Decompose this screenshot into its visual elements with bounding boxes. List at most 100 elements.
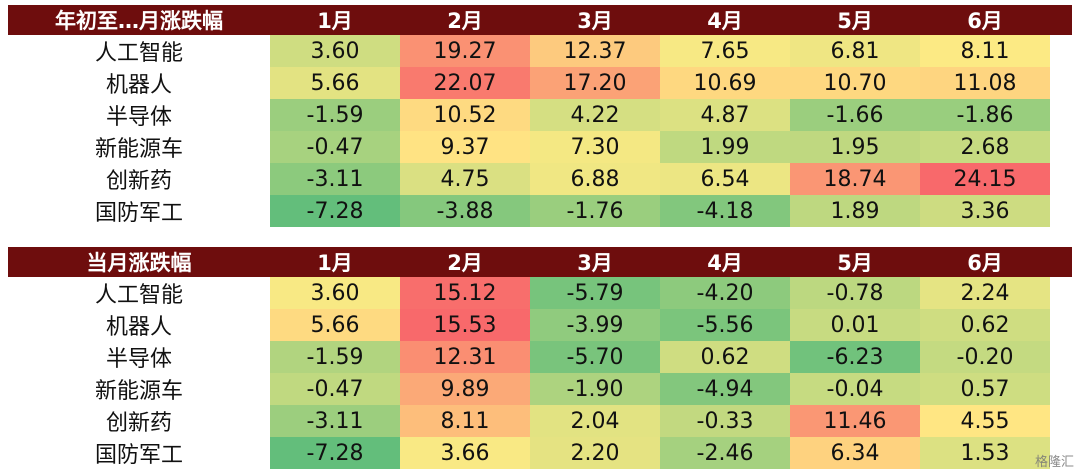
table-row: 创新药 -3.11 4.75 6.88 6.54 18.74 24.15 [8, 163, 1072, 195]
heatmap-cell: -4.94 [660, 373, 790, 405]
heatmap-cell: 15.12 [400, 277, 530, 309]
heatmap-cell: 5.66 [270, 309, 400, 341]
heatmap-cell: 4.87 [660, 99, 790, 131]
heatmap-cell: 2.24 [920, 277, 1050, 309]
heatmap-cell: -0.47 [270, 131, 400, 163]
heatmap-cell: 7.30 [530, 131, 660, 163]
column-header: 1月 [317, 9, 353, 33]
column-header: 6月 [967, 9, 1003, 33]
row-label: 半导体 [8, 99, 270, 131]
heatmap-cell: -3.99 [530, 309, 660, 341]
heatmap-cell: 10.70 [790, 67, 920, 99]
heatmap-cell: 1.53 [920, 437, 1050, 469]
table-header: 当月涨跌幅 1月 2月 3月 4月 5月 6月 [8, 247, 1072, 277]
column-header: 1月 [317, 251, 353, 275]
heatmap-cell: 1.95 [790, 131, 920, 163]
heatmap-cell: 5.66 [270, 67, 400, 99]
heatmap-cell: -5.79 [530, 277, 660, 309]
table-title: 当月涨跌幅 [86, 251, 192, 275]
table-row: 人工智能 3.60 19.27 12.37 7.65 6.81 8.11 [8, 35, 1072, 67]
heatmap-cell: 2.20 [530, 437, 660, 469]
heatmap-cell: 17.20 [530, 67, 660, 99]
heatmap-cell: -3.11 [270, 405, 400, 437]
heatmap-cell: 0.01 [790, 309, 920, 341]
heatmap-cell: -0.20 [920, 341, 1050, 373]
heatmap-cell: 10.52 [400, 99, 530, 131]
table-row: 机器人 5.66 15.53 -3.99 -5.56 0.01 0.62 [8, 309, 1072, 341]
heatmap-cell: 12.37 [530, 35, 660, 67]
column-header: 4月 [707, 251, 743, 275]
row-label: 人工智能 [8, 35, 270, 67]
heatmap-cell: 22.07 [400, 67, 530, 99]
heatmap-cell: -7.28 [270, 437, 400, 469]
heatmap-cell: 0.62 [660, 341, 790, 373]
heatmap-cell: -1.59 [270, 99, 400, 131]
watermark-logo: 格隆汇 [1034, 455, 1074, 470]
heatmap-cell: 4.22 [530, 99, 660, 131]
row-label: 新能源车 [8, 373, 270, 405]
heatmap-cell: -6.23 [790, 341, 920, 373]
heatmap-cell: -0.33 [660, 405, 790, 437]
table-header: 年初至…月涨跌幅 1月 2月 3月 4月 5月 6月 [8, 5, 1072, 35]
heatmap-cell: 6.88 [530, 163, 660, 195]
heatmap-cell: -3.11 [270, 163, 400, 195]
column-header: 5月 [837, 251, 873, 275]
table-row: 新能源车 -0.47 9.89 -1.90 -4.94 -0.04 0.57 [8, 373, 1072, 405]
heatmap-cell: -4.20 [660, 277, 790, 309]
heatmap-cell: 8.11 [400, 405, 530, 437]
heatmap-cell: 24.15 [920, 163, 1050, 195]
table-row: 新能源车 -0.47 9.37 7.30 1.99 1.95 2.68 [8, 131, 1072, 163]
heatmap-cell: 10.69 [660, 67, 790, 99]
heatmap-cell: 4.55 [920, 405, 1050, 437]
column-header: 4月 [707, 9, 743, 33]
column-header: 3月 [577, 251, 613, 275]
heatmap-cell: 3.60 [270, 277, 400, 309]
heatmap-cell: 6.81 [790, 35, 920, 67]
column-header: 3月 [577, 9, 613, 33]
ytd-change-table: 年初至…月涨跌幅 1月 2月 3月 4月 5月 6月 人工智能 3.60 19.27 12.37 7.… [8, 5, 1072, 227]
row-label: 创新药 [8, 163, 270, 195]
heatmap-cell: 3.60 [270, 35, 400, 67]
heatmap-cell: 8.11 [920, 35, 1050, 67]
table-row: 半导体 -1.59 12.31 -5.70 0.62 -6.23 -0.20 [8, 341, 1072, 373]
heatmap-cell: 6.34 [790, 437, 920, 469]
heatmap-cell: -4.18 [660, 195, 790, 227]
table-title: 年初至…月涨跌幅 [55, 9, 223, 33]
heatmap-cell: -7.28 [270, 195, 400, 227]
column-header: 6月 [967, 251, 1003, 275]
row-label: 半导体 [8, 341, 270, 373]
heatmap-cell: -5.56 [660, 309, 790, 341]
heatmap-cell: -1.86 [920, 99, 1050, 131]
row-label: 创新药 [8, 405, 270, 437]
heatmap-cell: -0.04 [790, 373, 920, 405]
row-label: 新能源车 [8, 131, 270, 163]
heatmap-cell: 12.31 [400, 341, 530, 373]
table-row: 半导体 -1.59 10.52 4.22 4.87 -1.66 -1.86 [8, 99, 1072, 131]
monthly-change-table: 当月涨跌幅 1月 2月 3月 4月 5月 6月 人工智能 3.60 15.12 -5.79 -4.20… [8, 247, 1072, 469]
heatmap-cell: 0.62 [920, 309, 1050, 341]
heatmap-cell: 1.99 [660, 131, 790, 163]
heatmap-cell: 2.68 [920, 131, 1050, 163]
heatmap-cell: 18.74 [790, 163, 920, 195]
heatmap-cell: 3.66 [400, 437, 530, 469]
heatmap-cell: 11.08 [920, 67, 1050, 99]
heatmap-cell: 19.27 [400, 35, 530, 67]
row-label: 人工智能 [8, 277, 270, 309]
heatmap-cell: -1.66 [790, 99, 920, 131]
heatmap-cell: -0.47 [270, 373, 400, 405]
heatmap-cell: 1.89 [790, 195, 920, 227]
heatmap-cell: 6.54 [660, 163, 790, 195]
column-header: 2月 [447, 9, 483, 33]
heatmap-cell: -1.76 [530, 195, 660, 227]
heatmap-cell: 7.65 [660, 35, 790, 67]
table-row: 人工智能 3.60 15.12 -5.79 -4.20 -0.78 2.24 [8, 277, 1072, 309]
column-header: 5月 [837, 9, 873, 33]
row-label: 国防军工 [8, 437, 270, 469]
heatmap-cell: -2.46 [660, 437, 790, 469]
row-label: 国防军工 [8, 195, 270, 227]
heatmap-cell: 4.75 [400, 163, 530, 195]
row-label: 机器人 [8, 67, 270, 99]
heatmap-cell: 15.53 [400, 309, 530, 341]
table-row: 国防军工 -7.28 3.66 2.20 -2.46 6.34 1.53 [8, 437, 1072, 469]
heatmap-cell: 11.46 [790, 405, 920, 437]
